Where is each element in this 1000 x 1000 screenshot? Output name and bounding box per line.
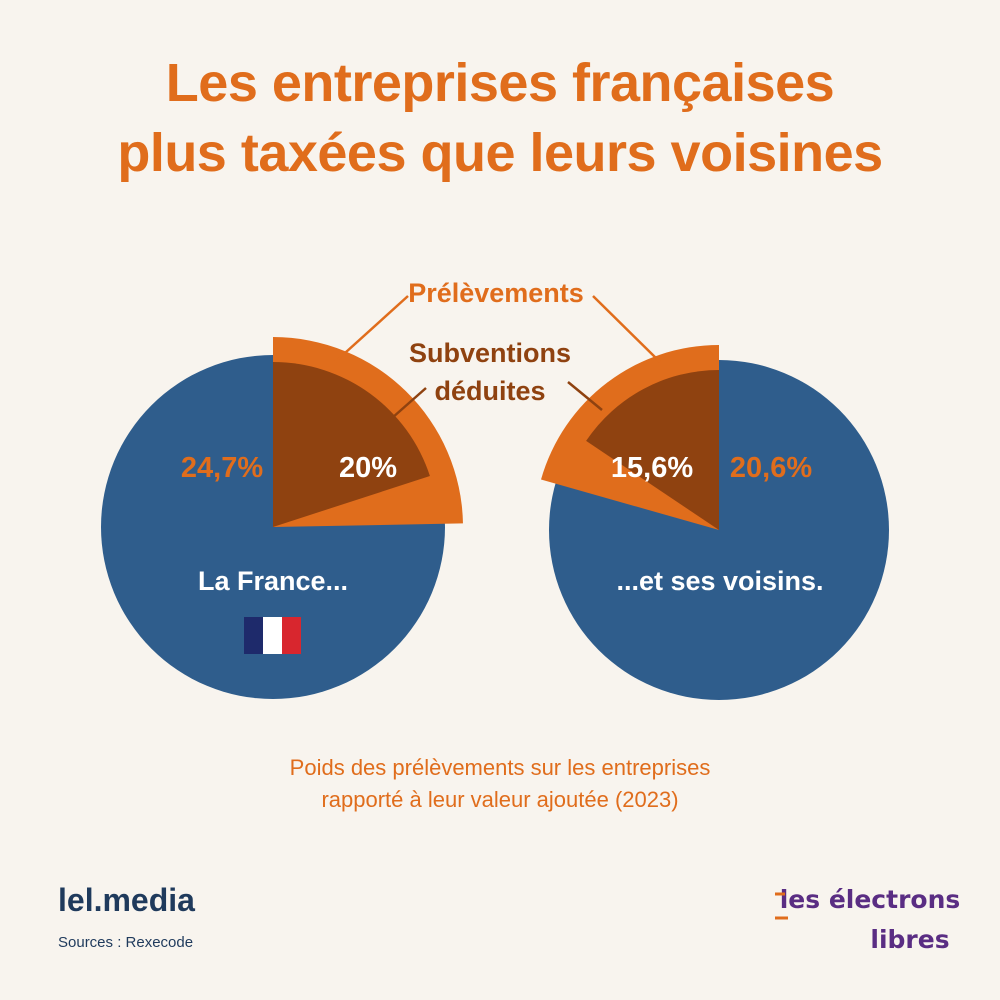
electrons-libres-logo: les électrons libres [775, 885, 961, 954]
leader-subventions-right [567, 381, 603, 411]
leader-subventions-left [391, 387, 427, 419]
pie-france-prelevements-label: 24,7% [181, 452, 263, 484]
leader-prelevements-left [334, 295, 409, 363]
pie-voisins-subventions-label: 15,6% [611, 452, 693, 484]
title-line-2: plus taxées que leurs voisines [117, 123, 883, 183]
logo-line-2: libres [870, 925, 949, 954]
subtitle-line-2: rapporté à leur valeur ajoutée (2023) [321, 787, 679, 812]
pie-france-subventions-slice [273, 362, 430, 527]
site-name: lel.media [58, 882, 195, 918]
pie-voisins-name: ...et ses voisins. [616, 566, 823, 596]
pie-voisins-prelevements-label: 20,6% [730, 452, 812, 484]
chart-title: Les entreprises françaises plus taxées q… [0, 48, 1000, 188]
annotation-subventions-line-2: déduites [434, 376, 545, 406]
source-note: Sources : Rexecode [58, 934, 194, 951]
logo-line-1: les électrons [780, 885, 961, 914]
logo-accent-icon [775, 892, 788, 920]
france-flag-icon [244, 617, 301, 654]
chart-subtitle: Poids des prélèvements sur les entrepris… [0, 752, 1000, 816]
annotation-prelevements: Prélèvements [408, 278, 584, 308]
annotation-subventions-line-1: Subventions [409, 338, 571, 368]
pie-voisins: 15,6% 20,6% ...et ses voisins. [541, 344, 889, 700]
pie-france: 24,7% 20% La France... [101, 337, 463, 699]
pie-france-subventions-label: 20% [339, 452, 397, 484]
pie-voisins-subventions-slice [586, 369, 719, 530]
pie-france-name: La France... [198, 566, 348, 596]
title-line-1: Les entreprises françaises [165, 53, 835, 113]
leader-prelevements-right [592, 295, 661, 363]
annotations: Prélèvements Subventions déduites [334, 278, 661, 419]
subtitle-line-1: Poids des prélèvements sur les entrepris… [289, 755, 711, 780]
